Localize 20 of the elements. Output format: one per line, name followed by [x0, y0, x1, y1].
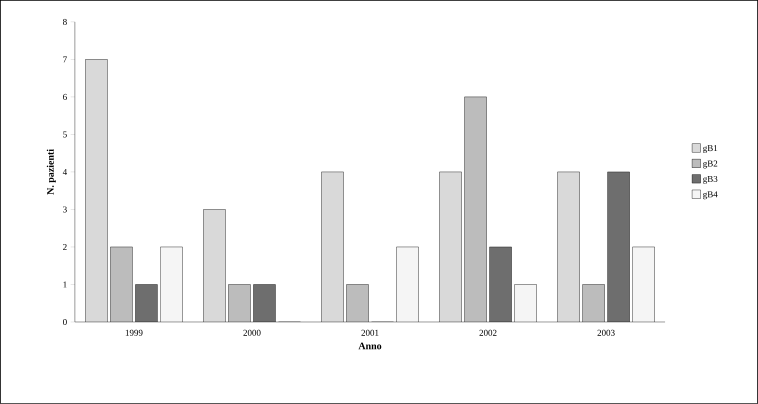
legend-label: gB4 — [703, 191, 718, 200]
y-axis-title: N. pazienti — [46, 149, 56, 195]
y-tick-label: 2 — [63, 244, 67, 250]
x-tick-label: 2003 — [597, 330, 615, 336]
y-tick-label: 8 — [63, 18, 67, 25]
x-tick-label: 1999 — [126, 330, 143, 336]
y-tick-label: 0 — [63, 319, 67, 326]
legend-label: gB3 — [703, 176, 718, 184]
x-tick-label: 2001 — [361, 330, 378, 336]
y-tick-label: 1 — [63, 282, 67, 288]
y-tick-label: 5 — [63, 132, 67, 138]
y-tick-label: 4 — [62, 169, 68, 175]
y-tick-label: 7 — [63, 56, 67, 62]
y-tick-label: 3 — [63, 206, 67, 213]
legend-label: gB1 — [703, 145, 718, 154]
x-tick-label: 2000 — [243, 330, 261, 336]
x-axis-title: Anno — [358, 342, 382, 350]
x-tick-label: 2002 — [479, 330, 497, 336]
y-tick-label: 6 — [63, 94, 67, 100]
legend-label: gB2 — [703, 160, 718, 168]
